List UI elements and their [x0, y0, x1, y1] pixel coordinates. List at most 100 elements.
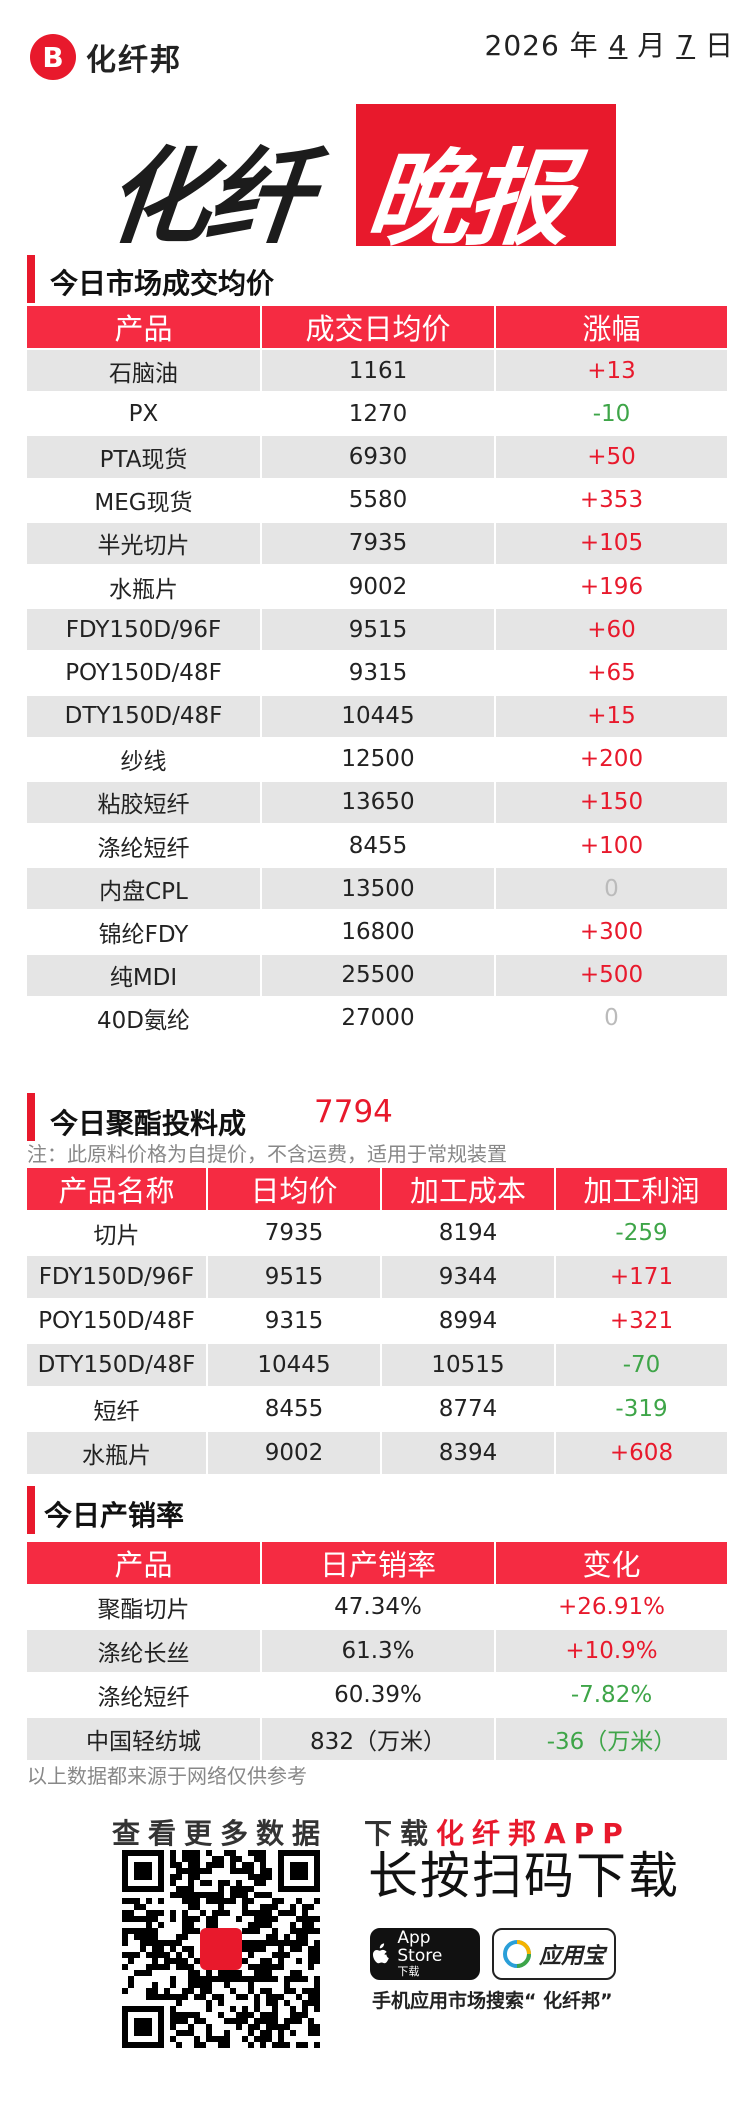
date-year-unit: 年 — [569, 29, 599, 62]
yingyongbao-label: 应用宝 — [538, 1944, 605, 1969]
price-cell: 10445 — [206, 1342, 380, 1386]
col-header-change: 涨幅 — [494, 306, 727, 348]
data-source-note: 以上数据都来源于网络仅供参考 — [27, 1764, 307, 1788]
table-header-row: 产品 成交日均价 涨幅 — [27, 306, 727, 348]
product-cell: 内盘CPL — [27, 866, 260, 910]
masthead: 化纤 晚报 — [101, 104, 628, 260]
product-cell: 40D氨纶 — [27, 995, 260, 1039]
store-search-hint: 手机应用市场搜索“ 化纤邦” — [372, 1990, 613, 2012]
yingyongbao-icon — [502, 1940, 531, 1968]
table-row: FDY150D/96F 9515 +60 — [27, 607, 727, 651]
price-cell: 8455 — [260, 823, 494, 867]
table-row: DTY150D/48F 10445 10515 -70 — [27, 1342, 727, 1386]
change-cell: +13 — [494, 348, 727, 392]
product-cell: 水瓶片 — [27, 563, 260, 607]
change-cell: +105 — [494, 520, 727, 564]
table-row: DTY150D/48F 10445 +15 — [27, 693, 727, 737]
brand-logo-icon: B — [30, 34, 76, 80]
date-month-unit: 月 — [637, 29, 667, 62]
app-store-label: App Store — [397, 1928, 443, 1967]
table-row: 涤纶短纤 8455 +100 — [27, 823, 727, 867]
price-note: 注：此原料价格为自提价，不含运费，适用于常规装置 — [27, 1142, 507, 1166]
brand-logo: B 化纤邦 — [30, 34, 182, 80]
change-cell: +10.9% — [494, 1628, 727, 1672]
change-cell: +50 — [494, 434, 727, 478]
profit-cell: +171 — [554, 1254, 727, 1298]
section-marker — [27, 1486, 35, 1534]
profit-cell: -319 — [554, 1386, 727, 1430]
product-cell: 涤纶短纤 — [27, 1672, 260, 1716]
table-row: 40D氨纶 27000 0 — [27, 995, 727, 1039]
table-row: 中国轻纺城 832（万米） -36（万米） — [27, 1716, 727, 1760]
app-store-badge[interactable]: App Store 下载 — [370, 1928, 480, 1980]
table-row: 涤纶短纤 60.39% -7.82% — [27, 1672, 727, 1716]
col-header-sales-rate: 日产销率 — [260, 1542, 494, 1584]
yingyongbao-badge[interactable]: 应用宝 — [492, 1928, 616, 1980]
date-day-unit: 日 — [704, 29, 734, 62]
price-cell: 13500 — [260, 866, 494, 910]
price-cell: 27000 — [260, 995, 494, 1039]
date-month: 4 — [608, 29, 628, 62]
date-day: 7 — [676, 29, 696, 62]
cost-cell: 8774 — [380, 1386, 554, 1430]
table-header-row: 产品 日产销率 变化 — [27, 1542, 727, 1584]
product-cell: 涤纶长丝 — [27, 1628, 260, 1672]
table-row: 纯MDI 25500 +500 — [27, 952, 727, 996]
table-row: 锦纶FDY 16800 +300 — [27, 909, 727, 953]
section-title-market-price: 今日市场成交均价 — [50, 267, 275, 300]
masthead-red-box — [356, 104, 616, 246]
profit-cell: -259 — [554, 1210, 727, 1254]
change-cell: -36（万米） — [494, 1716, 727, 1760]
rate-cell: 60.39% — [260, 1672, 494, 1716]
processing-profit-table: 产品名称 日均价 加工成本 加工利润 切片 7935 8194 -259 FDY150D… — [27, 1168, 727, 1474]
qr-code[interactable] — [122, 1850, 320, 2048]
change-cell: +500 — [494, 952, 727, 996]
col-header-product: 产品 — [27, 1542, 260, 1584]
col-header-product-name: 产品名称 — [27, 1168, 206, 1210]
product-cell: 中国轻纺城 — [27, 1716, 260, 1760]
col-header-daily-price: 日均价 — [206, 1168, 380, 1210]
col-header-price: 成交日均价 — [260, 306, 494, 348]
price-cell: 16800 — [260, 909, 494, 953]
price-cell: 9002 — [260, 563, 494, 608]
table-row: 切片 7935 8194 -259 — [27, 1210, 727, 1254]
change-cell: +15 — [494, 693, 727, 737]
product-cell: 短纤 — [27, 1386, 206, 1430]
market-price-table: 产品 成交日均价 涨幅 石脑油 1161 +13 PX 1270 -10 PTA现货 6930… — [27, 306, 727, 1039]
section-marker — [27, 1093, 35, 1141]
price-cell: 12500 — [260, 736, 494, 780]
change-cell: +196 — [494, 563, 727, 608]
col-header-processing-cost: 加工成本 — [380, 1168, 554, 1210]
table-row: PTA现货 6930 +50 — [27, 434, 727, 478]
product-cell: POY150D/48F — [27, 1298, 206, 1342]
table-row: 内盘CPL 13500 0 — [27, 866, 727, 910]
change-cell: 0 — [494, 866, 727, 910]
change-cell: +150 — [494, 779, 727, 824]
product-cell: 粘胶短纤 — [27, 779, 260, 824]
table-row: PX 1270 -10 — [27, 391, 727, 435]
price-cell: 13650 — [260, 779, 494, 824]
table-row: 半光切片 7935 +105 — [27, 520, 727, 564]
product-cell: 锦纶FDY — [27, 909, 260, 952]
price-cell: 9002 — [206, 1430, 380, 1474]
product-cell: 纯MDI — [27, 952, 260, 996]
table-row: 粘胶短纤 13650 +150 — [27, 779, 727, 824]
col-header-change: 变化 — [494, 1542, 727, 1584]
price-cell: 5580 — [260, 477, 494, 521]
change-cell: +60 — [494, 607, 727, 651]
section-title-sales-rate: 今日产销率 — [44, 1499, 185, 1532]
section-marker — [27, 255, 35, 303]
price-cell: 7935 — [260, 520, 494, 564]
product-cell: 半光切片 — [27, 520, 260, 564]
date-year: 2026 — [484, 29, 560, 62]
change-cell: -7.82% — [494, 1672, 727, 1716]
rate-cell: 47.34% — [260, 1584, 494, 1628]
polyester-feed-cost-value: 7794 — [314, 1094, 393, 1130]
brand-name: 化纤邦 — [86, 43, 182, 78]
price-cell: 1270 — [260, 391, 494, 435]
profit-cell: -70 — [554, 1342, 727, 1386]
cost-cell: 8194 — [380, 1210, 554, 1254]
table-header-row: 产品名称 日均价 加工成本 加工利润 — [27, 1168, 727, 1210]
product-cell: POY150D/48F — [27, 650, 260, 693]
table-row: 石脑油 1161 +13 — [27, 348, 727, 392]
